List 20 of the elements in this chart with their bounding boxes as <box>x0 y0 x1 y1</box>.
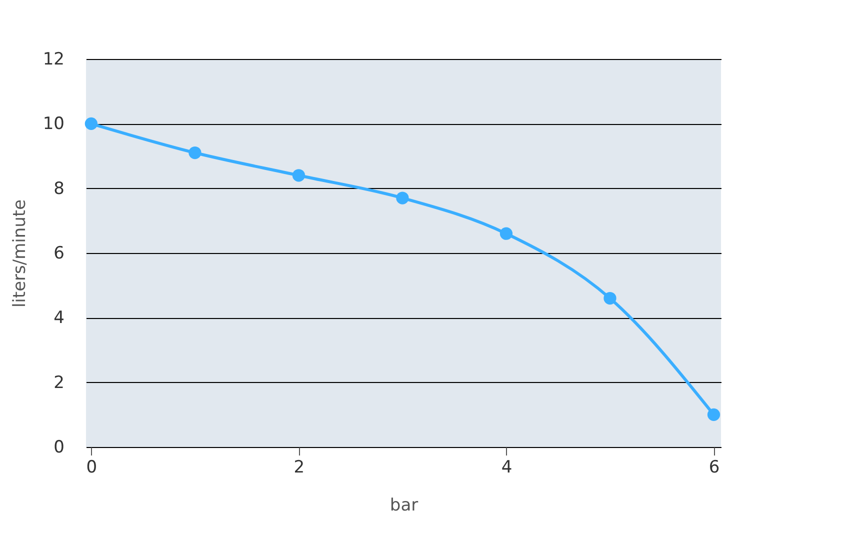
y-tick-label: 12 <box>42 50 64 70</box>
x-tick-label: 2 <box>294 458 305 478</box>
y-tick-label: 10 <box>42 114 64 134</box>
point <box>292 169 306 182</box>
point <box>500 227 513 240</box>
y-tick-label: 0 <box>54 438 64 458</box>
y-tick-label: 6 <box>54 244 64 264</box>
y-tick-label: 4 <box>54 308 64 328</box>
point <box>707 408 720 421</box>
point <box>84 117 98 130</box>
x-tick-label: 6 <box>708 458 720 478</box>
point <box>188 146 202 160</box>
y-tick-label: 8 <box>54 178 64 199</box>
x-axis-title: bar <box>390 496 418 516</box>
x-tick-label: 4 <box>501 458 512 478</box>
point <box>396 192 409 204</box>
x-tick-label: 0 <box>86 458 98 478</box>
point <box>604 292 616 305</box>
y-tick-label: 2 <box>54 372 64 393</box>
y-axis-title: liters/minute <box>10 199 30 308</box>
